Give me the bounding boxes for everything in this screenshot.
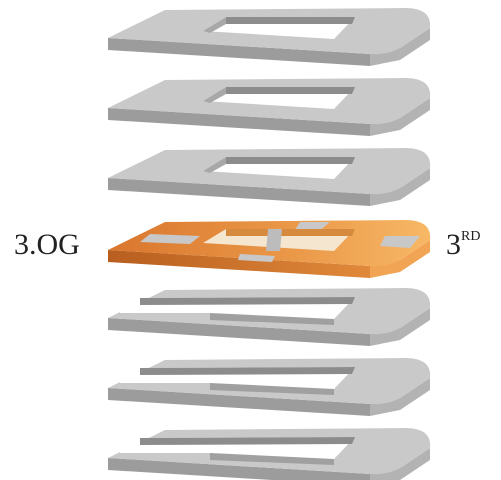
floor-slab — [108, 8, 431, 66]
floor-label-left: 3.OG — [14, 228, 80, 261]
floor-slab — [108, 148, 431, 206]
highlighted-floor-slab — [108, 220, 431, 278]
floor-slab — [108, 288, 431, 346]
floor-number: 3 — [446, 228, 461, 261]
floor-slab — [108, 358, 431, 416]
floor-suffix: RD — [461, 229, 480, 244]
floor-slab — [108, 428, 431, 480]
floor-slab — [108, 78, 431, 136]
floor-label-right: 3RD — [446, 228, 480, 261]
